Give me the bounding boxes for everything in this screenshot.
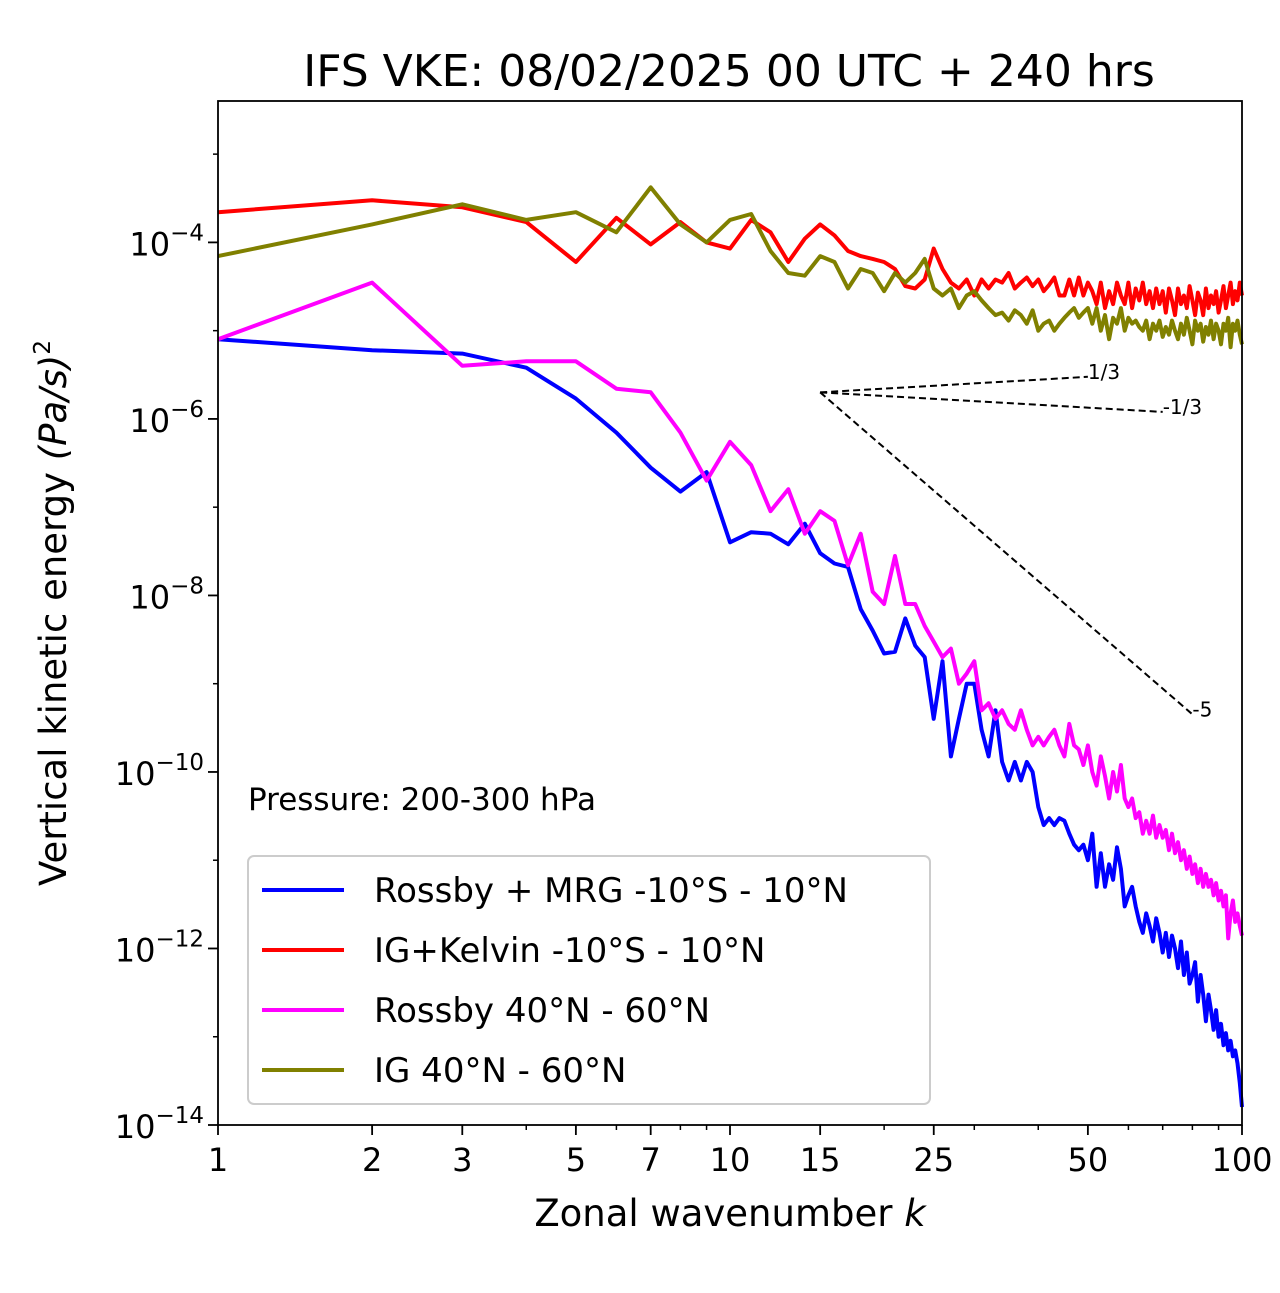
y-tick-label: 10−14	[115, 1103, 204, 1146]
legend-label-1: Rossby + MRG -10°S - 10°N	[374, 871, 848, 911]
series-layer	[217, 185, 1244, 1108]
slope-line-3	[819, 391, 1194, 716]
x-tick-label: 15	[800, 1141, 841, 1179]
y-tick-base: 10	[129, 402, 170, 440]
pressure-annotation: Pressure: 200-300 hPa	[248, 782, 596, 818]
y-tick-label: 10−10	[115, 750, 204, 793]
y-tick-exponent: −10	[155, 750, 204, 776]
slope-label-3: -5	[1192, 697, 1212, 721]
legend: Rossby + MRG -10°S - 10°N IG+Kelvin -10°S…	[247, 855, 931, 1105]
reference-slopes: 1/3 -1/3 -5	[819, 360, 1212, 721]
x-tick-label: 25	[913, 1141, 954, 1179]
x-axis-label-space	[892, 1192, 904, 1235]
y-tick-exponent: −4	[170, 220, 204, 246]
y-axis-label: Vertical kinetic energy (Pa/s)2	[30, 340, 75, 886]
slope-label-2: -1/3	[1163, 395, 1202, 419]
y-tick-label: 10−12	[115, 926, 204, 969]
x-tick-label: 10	[710, 1141, 751, 1179]
legend-label-4: IG 40°N - 60°N	[374, 1051, 626, 1091]
x-tick-label: 7	[641, 1141, 661, 1179]
y-tick-exponent: −6	[170, 397, 204, 423]
y-tick-exponent: −12	[155, 926, 204, 952]
y-tick-base: 10	[115, 1108, 156, 1146]
chart-title: IFS VKE: 08/02/2025 00 UTC + 240 hrs	[303, 46, 1155, 97]
x-tick-label: 5	[566, 1141, 586, 1179]
series-line-3	[217, 280, 1244, 941]
y-tick-exponent: −8	[170, 573, 204, 599]
series-line-1	[217, 337, 1244, 1108]
series-line-2	[217, 198, 1244, 318]
series-line-4	[217, 185, 1244, 350]
x-axis-label: Zonal wavenumber k	[534, 1192, 927, 1235]
y-tick-base: 10	[115, 755, 156, 793]
legend-label-2: IG+Kelvin -10°S - 10°N	[374, 931, 765, 971]
slope-label-1: 1/3	[1088, 360, 1120, 384]
x-axis-ticks: 1 2 3 5 7 10 15 25 50 100	[208, 1125, 1273, 1179]
legend-label-3: Rossby 40°N - 60°N	[374, 991, 710, 1031]
x-tick-label: 3	[452, 1141, 472, 1179]
x-tick-label: 50	[1068, 1141, 1109, 1179]
y-tick-base: 10	[115, 931, 156, 969]
y-tick-label: 10−6	[129, 397, 204, 440]
y-tick-base: 10	[129, 578, 170, 616]
slope-line-2	[820, 391, 1163, 413]
y-axis-label-text: Vertical kinetic energy	[32, 472, 75, 886]
y-axis-label-exponent: 2	[30, 340, 56, 355]
y-tick-exponent: −14	[155, 1103, 204, 1129]
x-axis-label-text: Zonal wavenumber	[534, 1192, 893, 1235]
x-tick-label: 100	[1211, 1141, 1272, 1179]
y-tick-label: 10−8	[129, 573, 204, 616]
legend-box	[247, 855, 931, 1105]
x-axis-label-variable: k	[904, 1192, 927, 1235]
slope-line-1	[820, 375, 1088, 394]
y-axis-label-space	[32, 460, 75, 472]
y-tick-label: 10−4	[129, 220, 204, 263]
y-tick-base: 10	[129, 225, 170, 263]
x-tick-label: 2	[362, 1141, 382, 1179]
y-axis-label-units: (Pa/s)	[32, 355, 75, 461]
x-tick-label: 1	[208, 1141, 228, 1179]
legend-entries: Rossby + MRG -10°S - 10°N IG+Kelvin -10°S…	[262, 871, 848, 1091]
